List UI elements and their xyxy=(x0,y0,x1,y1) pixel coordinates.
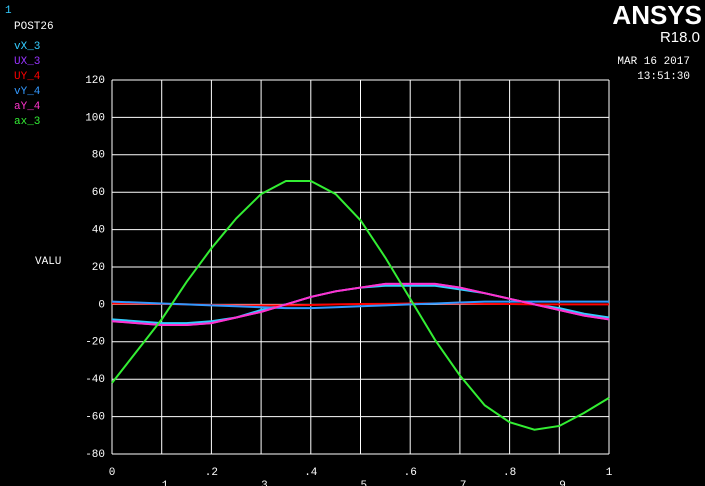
x-tick-label: .5 xyxy=(354,480,367,486)
y-tick-label: 120 xyxy=(85,75,105,87)
x-tick-label: .2 xyxy=(205,467,218,479)
legend-entry: UY_4 xyxy=(14,71,41,83)
version: R18.0 xyxy=(660,29,700,46)
x-tick-label: .3 xyxy=(254,480,267,486)
y-tick-label: 60 xyxy=(92,187,105,199)
x-tick-label: 0 xyxy=(109,467,116,479)
window-number: 1 xyxy=(5,5,12,17)
y-tick-label: 20 xyxy=(92,262,105,274)
x-tick-label: .7 xyxy=(453,480,466,486)
y-tick-label: 40 xyxy=(92,225,105,237)
y-tick-label: 0 xyxy=(98,299,105,311)
y-tick-label: 80 xyxy=(92,150,105,162)
y-tick-label: -40 xyxy=(85,374,105,386)
y-tick-label: -20 xyxy=(85,337,105,349)
y-tick-label: -60 xyxy=(85,412,105,424)
brand: ANSYS xyxy=(612,0,702,30)
legend-entry: vX_3 xyxy=(14,41,40,53)
program-label: POST26 xyxy=(14,21,54,33)
legend-entry: aY_4 xyxy=(14,101,41,113)
x-tick-label: .4 xyxy=(304,467,318,479)
y-axis-label: VALU xyxy=(35,256,61,268)
legend-entry: UX_3 xyxy=(14,56,40,68)
time: 13:51:30 xyxy=(637,71,690,83)
x-tick-label: .8 xyxy=(503,467,516,479)
y-tick-label: 100 xyxy=(85,112,105,124)
x-tick-label: 1 xyxy=(606,467,613,479)
y-tick-label: -80 xyxy=(85,449,105,461)
series-line xyxy=(111,179,610,431)
date: MAR 16 2017 xyxy=(617,56,690,68)
x-tick-label: .6 xyxy=(404,467,417,479)
series-line xyxy=(111,282,610,326)
x-tick-label: .9 xyxy=(553,480,566,486)
legend-entry: vY_4 xyxy=(14,86,41,98)
legend-entry: ax_3 xyxy=(14,116,40,128)
x-tick-label: .1 xyxy=(155,480,169,486)
